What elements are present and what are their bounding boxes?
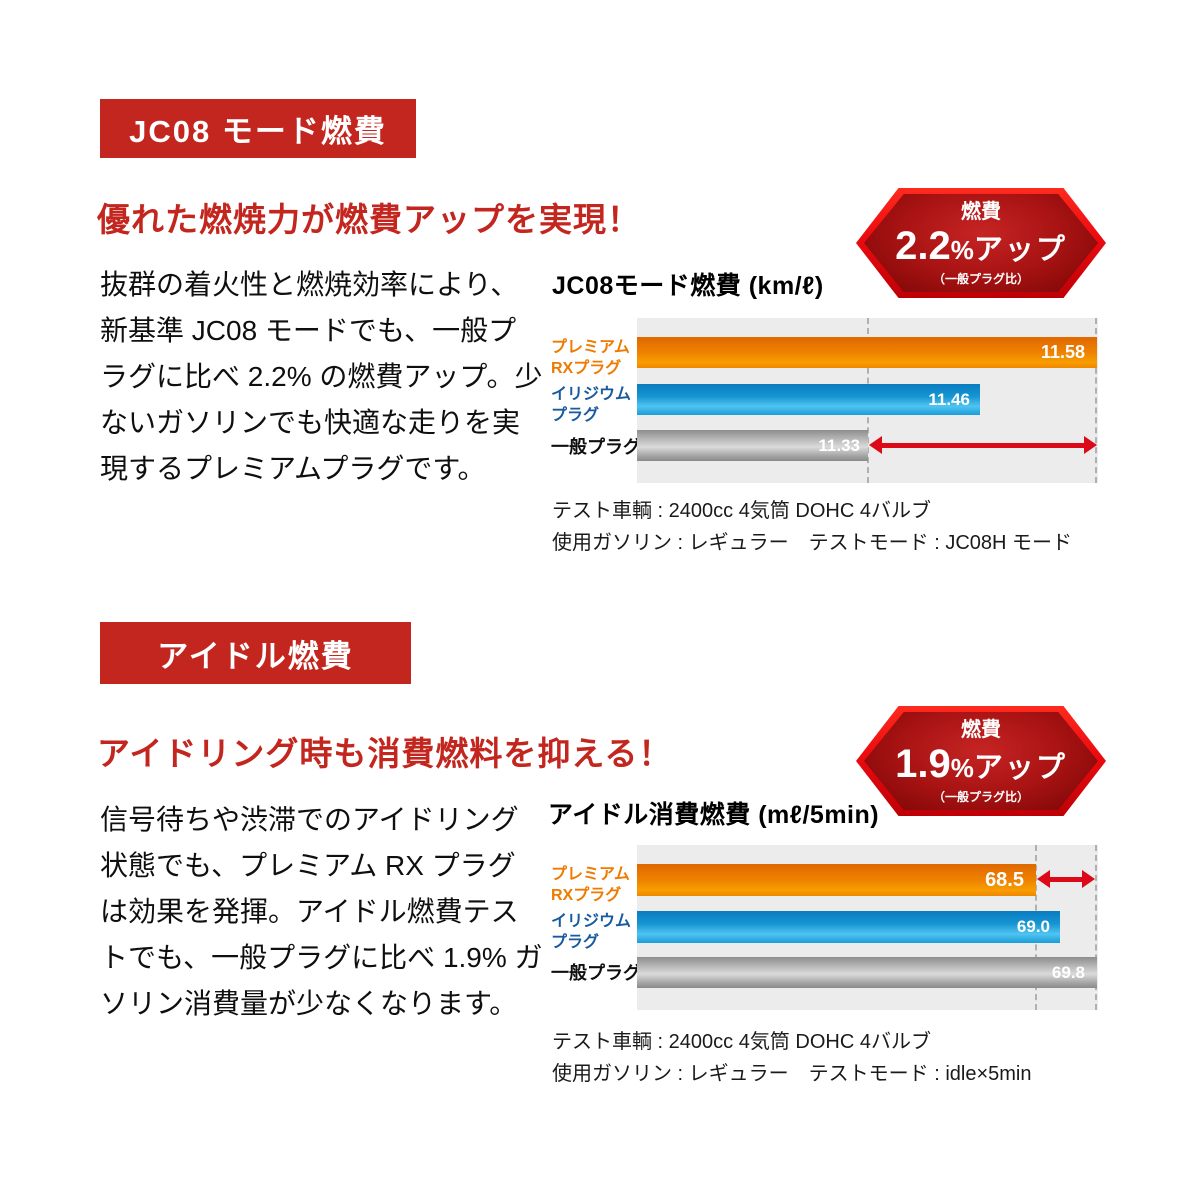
badge-suffix: アップ [973, 233, 1067, 266]
badge-value-line: 2.2 % アップ [895, 224, 1067, 272]
arrowhead-left [1037, 870, 1050, 888]
bar-chart-jc08: 11.58 11.46 11.33 [637, 318, 1098, 483]
note-line: テスト車輌 : 2400cc 4気筒 DOHC 4バルブ [552, 500, 931, 522]
bar-label-standard: 一般プラグ [551, 437, 641, 458]
bar-label-iridium: イリジウム プラグ [551, 384, 631, 426]
bar-value: 11.33 [818, 436, 860, 455]
body-line: 信号待ちや渋滞でのアイドリング [100, 804, 519, 835]
bar-label-line: プレミアム [551, 339, 630, 356]
bar-iridium: 11.46 [637, 384, 980, 415]
double-arrow-icon [1037, 867, 1095, 891]
arrow-shaft [880, 442, 1086, 448]
note-line: テスト車輌 : 2400cc 4気筒 DOHC 4バルブ [552, 1031, 931, 1053]
bar-value: 68.5 [985, 869, 1024, 891]
arrowhead-right [1082, 870, 1095, 888]
section-headline: アイドリング時も消費燃料を抑える！ [97, 735, 673, 772]
bar-label-line: プラグ [551, 934, 600, 951]
badge-text: 燃費 2.2 % アップ （一般プラグ比） [856, 188, 1106, 298]
body-line: トでも、一般プラグに比べ 1.9% ガ [100, 942, 543, 973]
note-line: 使用ガソリン : レギュラー テストモード : JC08H モード [552, 532, 1073, 554]
body-line: 抜群の着火性と燃焼効率により、 [100, 269, 519, 300]
chart-title: アイドル消費燃費 (mℓ/5min) [548, 801, 880, 829]
body-paragraph: 信号待ちや渋滞でのアイドリング 状態でも、プレミアム RX プラグ は効果を発揮… [100, 797, 543, 1027]
badge-unit: % [950, 752, 974, 783]
bar-value: 11.46 [928, 390, 970, 409]
bar-label-standard: 一般プラグ [551, 963, 641, 984]
badge-value-line: 1.9 % アップ [895, 742, 1067, 790]
bar-label-iridium: イリジウム プラグ [551, 911, 631, 953]
badge-fill-shape [864, 712, 1098, 810]
bar-standard: 11.33 [637, 430, 868, 461]
test-conditions-note: テスト車輌 : 2400cc 4気筒 DOHC 4バルブ 使用ガソリン : レギ… [552, 1026, 1032, 1090]
badge-suffix: アップ [973, 751, 1067, 784]
section-headline: 優れた燃焼力が燃費アップを実現！ [97, 201, 641, 238]
note-line: 使用ガソリン : レギュラー テストモード : idle×5min [552, 1063, 1032, 1085]
body-line: ラグに比べ 2.2% の燃費アップ。少 [100, 361, 543, 392]
bar-value: 69.0 [1016, 917, 1050, 936]
body-line: 現するプレミアムプラグです。 [100, 453, 486, 484]
bar-premium-rx: 11.58 [637, 337, 1097, 368]
bar-label-line: イリジウム [551, 386, 632, 403]
bar-label-line: 一般プラグ [551, 963, 641, 983]
body-line: は効果を発揮。アイドル燃費テス [100, 896, 519, 927]
badge-note: （一般プラグ比） [932, 789, 1029, 804]
reference-dashline [1095, 845, 1097, 1010]
bar-value: 11.58 [1040, 342, 1085, 362]
bar-iridium: 69.0 [637, 911, 1060, 943]
percent-badge: 燃費 2.2 % アップ （一般プラグ比） [856, 188, 1106, 298]
percent-badge: 燃費 1.9 % アップ （一般プラグ比） [856, 706, 1106, 816]
badge-unit: % [950, 234, 974, 265]
body-line: ソリン消費量が少なくなります。 [100, 988, 518, 1019]
bar-value: 69.8 [1051, 963, 1085, 982]
badge-note: （一般プラグ比） [932, 271, 1029, 286]
bar-premium-rx: 68.5 [637, 864, 1036, 896]
bar-label-line: RXプラグ [551, 360, 622, 377]
section-banner-idle: アイドル燃費 [100, 622, 411, 684]
test-conditions-note: テスト車輌 : 2400cc 4気筒 DOHC 4バルブ 使用ガソリン : レギ… [552, 495, 1072, 559]
bar-label-premium-rx: プレミアム RXプラグ [551, 337, 630, 379]
bar-standard: 69.8 [637, 957, 1097, 988]
body-line: ないガソリンでも快適な走りを実 [100, 407, 521, 438]
chart-title: JC08モード燃費 (km/ℓ) [552, 272, 824, 300]
double-arrow-icon [869, 433, 1097, 457]
badge-label: 燃費 [961, 718, 1001, 741]
reference-dashline [1095, 318, 1097, 483]
body-line: 新基準 JC08 モードでも、一般プ [100, 315, 517, 346]
bar-label-line: 一般プラグ [551, 437, 641, 457]
arrow-shaft [1048, 876, 1084, 882]
body-line: 状態でも、プレミアム RX プラグ [100, 850, 516, 881]
bar-label-line: RXプラグ [551, 887, 622, 904]
bar-chart-idle: 68.5 69.0 69.8 [637, 845, 1098, 1010]
badge-label: 燃費 [961, 200, 1001, 223]
bar-label-line: イリジウム [551, 913, 632, 930]
body-paragraph: 抜群の着火性と燃焼効率により、 新基準 JC08 モードでも、一般プ ラグに比べ… [100, 262, 543, 492]
arrowhead-right [1084, 436, 1097, 454]
badge-text: 燃費 1.9 % アップ （一般プラグ比） [856, 706, 1106, 816]
badge-fill-shape [864, 194, 1098, 292]
section-banner-jc08: JC08 モード燃費 [100, 99, 416, 158]
arrowhead-left [869, 436, 882, 454]
bar-label-line: プレミアム [551, 866, 630, 883]
bar-label-line: プラグ [551, 407, 600, 424]
badge-value: 1.9 [895, 741, 951, 786]
bar-label-premium-rx: プレミアム RXプラグ [551, 864, 630, 906]
badge-value: 2.2 [895, 223, 951, 268]
